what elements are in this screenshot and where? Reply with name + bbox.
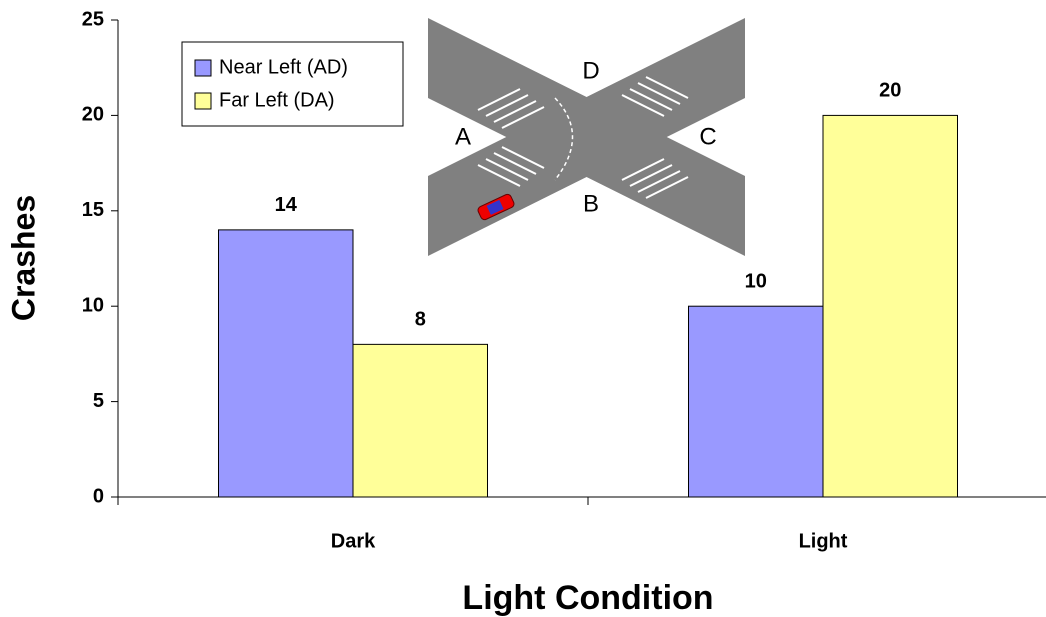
y-axis-title: Crashes [5,195,41,321]
value-label: 20 [879,80,901,102]
inset-label: A [455,123,471,150]
legend: Near Left (AD) Far Left (DA) [182,42,403,126]
legend-label: Near Left (AD) [219,56,348,78]
legend-box [182,42,403,126]
chart: A B C D Dark 14 8 Light 10 20 0 5 10 15 20 25 Light Cond… [0,0,1046,617]
y-tick-label: 5 [93,390,104,412]
x-tick-label: Dark [331,530,376,552]
y-tick-label: 25 [82,8,104,30]
legend-swatch [195,93,211,109]
inset-label: D [582,57,599,84]
legend-label: Far Left (DA) [219,89,335,111]
y-tick-label: 15 [82,199,104,221]
inset-label: B [583,190,599,217]
value-label: 8 [415,309,426,331]
x-tick-label: Light [799,530,848,552]
intersection-inset [428,18,745,256]
bar [689,306,824,497]
value-label: 14 [275,194,298,216]
y-tick-label: 0 [93,485,104,507]
bar [823,115,958,497]
bar [219,230,354,497]
value-label: 10 [745,270,767,292]
x-axis-title: Light Condition [462,579,713,617]
bar [353,344,488,497]
legend-swatch [195,60,211,76]
y-tick-label: 10 [82,294,104,316]
y-tick-label: 20 [82,104,104,126]
inset-label: C [699,123,716,150]
